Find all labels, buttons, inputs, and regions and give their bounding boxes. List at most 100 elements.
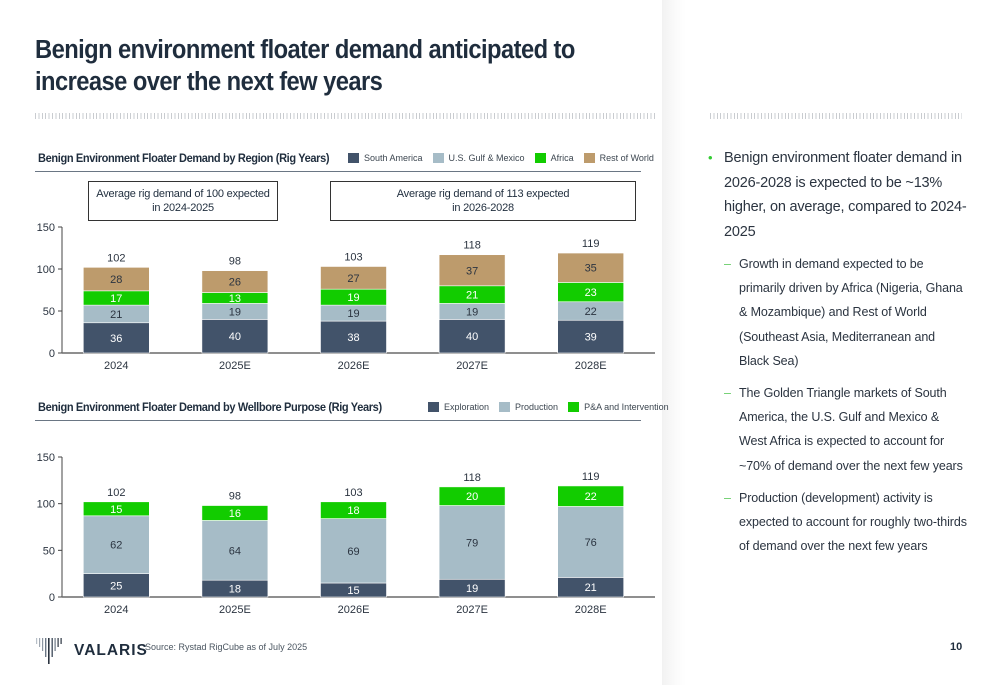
bar-segment-p-a-and-intervention xyxy=(557,485,625,507)
bar-segment-p-a-and-intervention xyxy=(438,486,506,506)
y-tick-label: 100 xyxy=(37,264,55,276)
legend-swatch-africa xyxy=(534,153,546,163)
segment-value-label: 76 xyxy=(585,537,597,549)
legend-label: P&A and Intervention xyxy=(584,402,669,412)
segment-value-label: 13 xyxy=(229,293,241,305)
callout-2026-2028: Average rig demand of 113 expected in 202… xyxy=(330,181,636,221)
y-tick-label: 150 xyxy=(37,222,55,234)
segment-value-label: 36 xyxy=(110,333,122,345)
legend-swatch-production xyxy=(499,402,511,412)
bar-segment-production xyxy=(557,506,625,578)
x-category-label: 2027E xyxy=(456,360,488,372)
x-category-label: 2024 xyxy=(104,360,128,372)
segment-value-label: 40 xyxy=(229,331,241,343)
bar-segment-south-america xyxy=(438,319,506,354)
wellbore-chart-rule xyxy=(35,420,641,421)
callout-2024-2025: Average rig demand of 100 expected in 202… xyxy=(88,181,278,221)
bar-segment-rest-of-world xyxy=(557,252,625,283)
region-stacked-bar-chart: 05010015036211728102202440191326982025E3… xyxy=(37,222,655,372)
legend-item-south-america: South America xyxy=(348,153,423,163)
total-value-label: 103 xyxy=(344,487,362,499)
x-category-label: 2026E xyxy=(338,604,370,616)
segment-value-label: 20 xyxy=(466,491,478,503)
y-tick-label: 50 xyxy=(43,545,55,557)
commentary: • Benign environment floater demand in 2… xyxy=(708,146,968,558)
bar-segment-p-a-and-intervention xyxy=(320,501,387,519)
segment-value-label: 38 xyxy=(347,332,359,344)
bar-segment-production xyxy=(320,518,387,584)
callout-left-line2: in 2024-2025 xyxy=(152,202,214,214)
segment-value-label: 21 xyxy=(466,290,478,302)
bar-segment-south-america xyxy=(320,320,387,354)
region-legend: South America U.S. Gulf & Mexico Africa … xyxy=(348,153,654,163)
segment-value-label: 69 xyxy=(347,546,359,558)
dash-icon: – xyxy=(724,257,731,271)
segment-value-label: 21 xyxy=(110,309,122,321)
x-category-label: 2027E xyxy=(456,604,488,616)
segment-value-label: 19 xyxy=(229,306,241,318)
bar-segment-p-a-and-intervention xyxy=(83,501,150,517)
total-value-label: 118 xyxy=(463,472,481,484)
total-value-label: 98 xyxy=(229,256,241,268)
segment-value-label: 23 xyxy=(585,287,597,299)
page-number: 10 xyxy=(950,641,963,653)
total-value-label: 103 xyxy=(344,251,362,263)
segment-value-label: 26 xyxy=(229,277,241,289)
segment-value-label: 37 xyxy=(466,265,478,277)
legend-item-rest-of-world: Rest of World xyxy=(583,153,654,163)
segment-value-label: 79 xyxy=(466,537,478,549)
bar-segment-south-america xyxy=(557,319,625,354)
segment-value-label: 35 xyxy=(585,263,597,275)
x-category-label: 2028E xyxy=(575,604,607,616)
wellbore-chart-title: Benign Environment Floater Demand by Wel… xyxy=(38,400,382,414)
bar-segment-rest-of-world xyxy=(201,270,269,293)
legend-item-production: Production xyxy=(499,402,558,412)
legend-label: Africa xyxy=(550,153,574,163)
source-note: Source: Rystad RigCube as of July 2025 xyxy=(145,642,308,652)
callout-right-line1: Average rig demand of 113 expected xyxy=(396,188,570,200)
segment-value-label: 21 xyxy=(585,582,597,594)
segment-value-label: 19 xyxy=(347,308,359,320)
dash-icon: – xyxy=(724,490,731,505)
segment-value-label: 17 xyxy=(110,293,122,305)
y-tick-label: 150 xyxy=(37,452,55,464)
segment-value-label: 64 xyxy=(229,545,241,557)
wellbore-chart-header: Benign Environment Floater Demand by Wel… xyxy=(38,400,669,418)
legend-label: Rest of World xyxy=(599,153,654,163)
legend-label: Production xyxy=(515,402,559,412)
segment-value-label: 62 xyxy=(110,540,122,552)
legend-item-africa: Africa xyxy=(534,153,574,163)
total-value-label: 119 xyxy=(582,238,600,250)
y-tick-label: 0 xyxy=(49,348,55,360)
legend-item-exploration: Exploration xyxy=(428,402,489,412)
segment-value-label: 15 xyxy=(347,585,359,597)
callout-right-line2: in 2026-2028 xyxy=(452,202,514,214)
bar-segment-production xyxy=(201,520,269,581)
segment-value-label: 18 xyxy=(347,505,359,517)
valaris-logo: VALARIS xyxy=(36,636,148,666)
dash-icon: – xyxy=(724,386,731,401)
total-value-label: 119 xyxy=(582,471,600,483)
slide-title: Benign environment floater demand antici… xyxy=(35,36,575,96)
sub-bullet: – The Golden Triangle markets of South A… xyxy=(708,381,968,478)
valaris-logo-text: VALARIS xyxy=(74,642,148,659)
x-category-label: 2025E xyxy=(219,360,251,372)
x-category-label: 2024 xyxy=(104,604,128,616)
segment-value-label: 19 xyxy=(466,306,478,318)
legend-swatch-south-america xyxy=(348,153,359,163)
sub-bullet: – Production (development) activity is e… xyxy=(708,486,968,559)
right-divider xyxy=(710,113,962,119)
legend-label: U.S. Gulf & Mexico xyxy=(448,153,525,163)
y-tick-label: 0 xyxy=(49,592,55,604)
segment-value-label: 16 xyxy=(229,508,241,520)
bullet-main-text: Benign environment floater demand in 202… xyxy=(724,150,967,240)
segment-value-label: 22 xyxy=(585,491,597,503)
segment-value-label: 39 xyxy=(585,332,597,344)
legend-swatch-rest-of-world xyxy=(583,153,595,163)
bar-segment-rest-of-world xyxy=(438,254,506,287)
legend-item-pa-intervention: P&A and Intervention xyxy=(568,402,669,412)
y-tick-label: 50 xyxy=(43,306,55,318)
bullet-dot-icon: • xyxy=(708,150,713,165)
total-value-label: 118 xyxy=(463,240,481,252)
segment-value-label: 40 xyxy=(466,331,478,343)
